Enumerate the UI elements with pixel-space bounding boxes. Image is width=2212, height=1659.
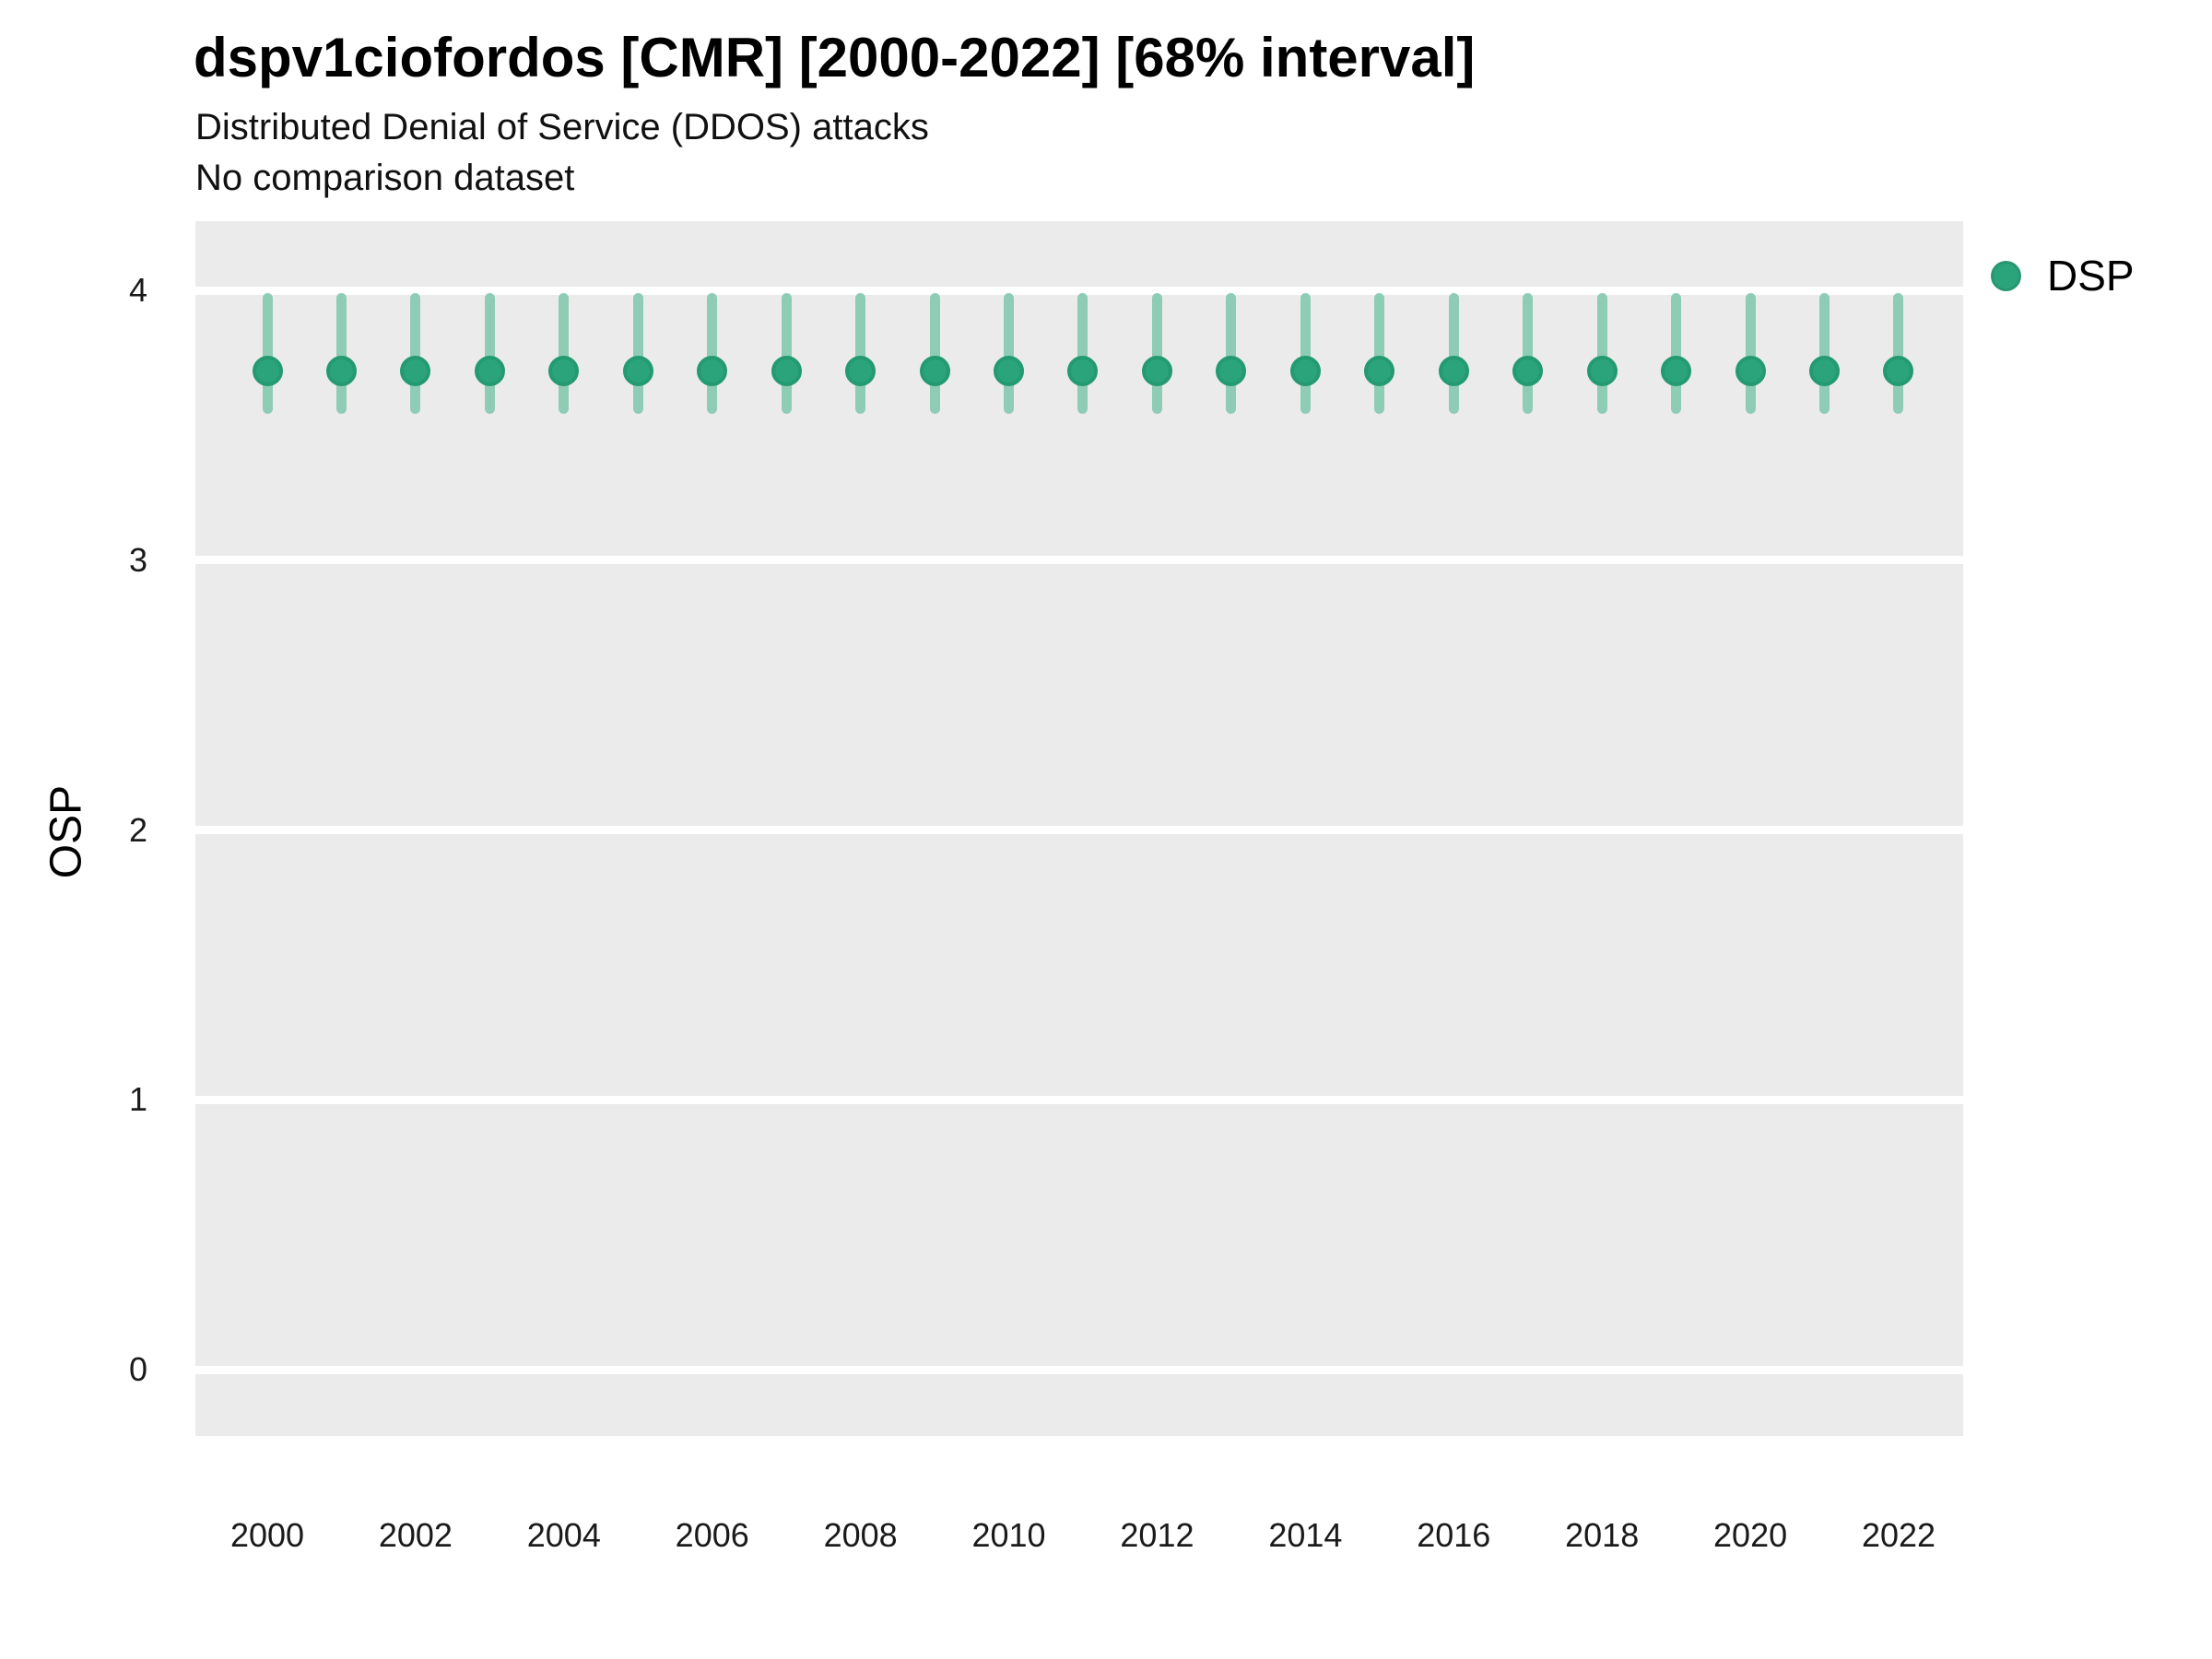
data-point — [622, 356, 653, 387]
error-bar — [1671, 293, 1682, 415]
data-point — [325, 356, 357, 387]
data-point — [548, 356, 580, 387]
error-bar — [1004, 293, 1015, 415]
gridline-y-3 — [195, 556, 1963, 565]
y-tick-label: 1 — [128, 1080, 147, 1119]
data-point — [1364, 356, 1395, 387]
x-tick-label: 2004 — [526, 1516, 601, 1554]
gridline-y-1 — [195, 1095, 1963, 1104]
data-point — [1661, 356, 1692, 387]
x-tick-label: 2016 — [1417, 1516, 1491, 1554]
error-bar — [929, 293, 940, 415]
error-bar — [1077, 293, 1088, 415]
error-bar — [1448, 293, 1459, 415]
error-bar — [707, 293, 718, 415]
data-point — [1216, 356, 1247, 387]
data-point — [1512, 356, 1544, 387]
data-point — [1067, 356, 1099, 387]
x-tick-label: 2020 — [1713, 1516, 1788, 1554]
legend: DSP — [1991, 251, 2135, 300]
gridline-y-0 — [195, 1365, 1963, 1374]
data-point — [1809, 356, 1841, 387]
error-bar — [1596, 293, 1607, 415]
error-bar — [335, 293, 347, 415]
y-tick-label: 3 — [128, 540, 147, 579]
error-bar — [1523, 293, 1534, 415]
plot-panel — [195, 221, 1963, 1436]
data-point — [1735, 356, 1766, 387]
data-point — [697, 356, 728, 387]
x-tick-label: 2008 — [823, 1516, 898, 1554]
data-point — [400, 356, 431, 387]
x-tick-label: 2010 — [971, 1516, 1046, 1554]
x-tick-label: 2002 — [378, 1516, 453, 1554]
legend-label: DSP — [2047, 252, 2135, 300]
y-tick-label: 4 — [128, 271, 147, 309]
gridline-y-2 — [195, 826, 1963, 834]
data-point — [1438, 356, 1469, 387]
error-bar — [781, 293, 792, 415]
chart-title: dspv1ciofordos [CMR] [2000-2022] [68% in… — [194, 27, 1476, 88]
gridline-y-4 — [195, 286, 1963, 295]
error-bar — [1226, 293, 1237, 415]
data-point — [1289, 356, 1321, 387]
data-point — [474, 356, 505, 387]
y-tick-label: 2 — [128, 810, 147, 849]
data-point — [771, 356, 802, 387]
x-tick-label: 2006 — [675, 1516, 749, 1554]
error-bar — [1374, 293, 1385, 415]
data-point — [252, 356, 283, 387]
error-bar — [1151, 293, 1162, 415]
data-point — [919, 356, 950, 387]
x-tick-label: 2012 — [1120, 1516, 1194, 1554]
x-tick-label: 2022 — [1861, 1516, 1936, 1554]
error-bar — [632, 293, 643, 415]
error-bar — [410, 293, 421, 415]
data-point — [845, 356, 877, 387]
error-bar — [484, 293, 495, 415]
error-bar — [1893, 293, 1904, 415]
error-bar — [1819, 293, 1830, 415]
error-bar — [855, 293, 866, 415]
x-tick-label: 2000 — [229, 1516, 305, 1554]
x-tick-label: 2018 — [1565, 1516, 1640, 1554]
data-point — [1586, 356, 1618, 387]
data-point — [994, 356, 1025, 387]
chart-subtitle: Distributed Denial of Service (DDOS) att… — [195, 107, 929, 147]
comparison-note: No comparison dataset — [195, 158, 575, 198]
legend-point-swatch — [1991, 260, 2021, 291]
error-bar — [262, 293, 273, 415]
error-bar — [1300, 293, 1311, 415]
data-point — [1883, 356, 1914, 387]
data-point — [1141, 356, 1172, 387]
x-tick-label: 2014 — [1268, 1516, 1343, 1554]
error-bar — [1745, 293, 1756, 415]
y-tick-label: 0 — [128, 1350, 147, 1388]
error-bar — [559, 293, 570, 415]
